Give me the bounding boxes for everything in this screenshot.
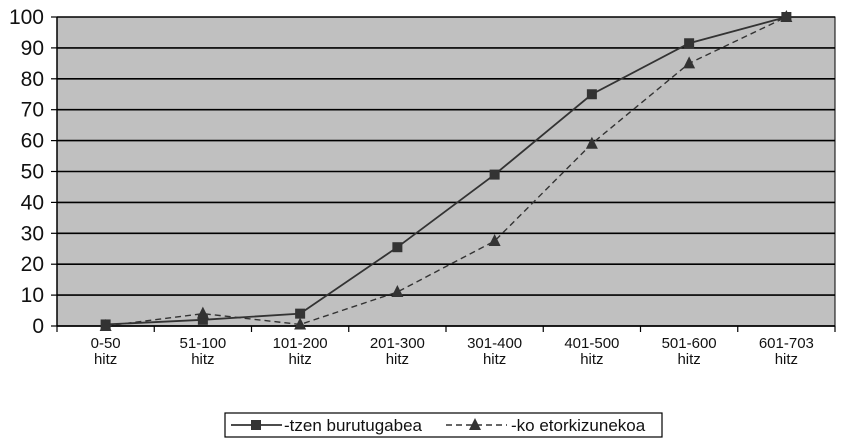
square-marker xyxy=(197,314,208,325)
legend-label: -ko etorkizunekoa xyxy=(511,416,646,435)
square-marker xyxy=(684,38,695,49)
square-marker xyxy=(251,420,261,430)
x-tick-label: hitz xyxy=(191,351,214,368)
triangle-marker xyxy=(780,10,793,22)
y-tick-label: 80 xyxy=(21,68,44,91)
square-marker xyxy=(392,242,403,253)
series-line xyxy=(105,16,787,327)
x-tick-label: hitz xyxy=(580,351,603,368)
y-tick-label: 30 xyxy=(21,222,44,245)
triangle-marker xyxy=(391,285,404,298)
y-tick-label: 70 xyxy=(21,99,44,122)
square-marker xyxy=(295,308,306,319)
x-axis-ticks: 0-50hitz51-100hitz101-200hitz201-300hitz… xyxy=(56,326,836,368)
x-tick-label: 501-600 xyxy=(662,335,717,352)
square-marker xyxy=(586,89,597,100)
y-tick-label: 60 xyxy=(21,130,44,153)
x-tick-label: hitz xyxy=(386,351,409,368)
legend-item-1: -tzen burutugabea xyxy=(231,416,423,435)
triangle-marker xyxy=(585,136,598,149)
legend-label: -tzen burutugabea xyxy=(284,416,423,435)
x-tick-label: 101-200 xyxy=(273,335,328,352)
x-tick-label: hitz xyxy=(775,351,798,368)
x-tick-label: 401-500 xyxy=(564,335,619,352)
triangle-marker xyxy=(294,317,307,330)
legend-item-2: -ko etorkizunekoa xyxy=(446,416,646,435)
legend-box xyxy=(224,412,663,438)
triangle-marker xyxy=(469,418,481,430)
series-2 xyxy=(99,10,793,331)
y-tick-label: 40 xyxy=(21,191,44,214)
y-tick-label: 0 xyxy=(32,315,44,338)
y-tick-label: 20 xyxy=(21,253,44,276)
x-tick-label: 301-400 xyxy=(467,335,522,352)
triangle-marker xyxy=(683,56,696,69)
triangle-marker xyxy=(99,319,112,331)
x-tick-label: 0-50 xyxy=(91,335,121,352)
x-tick-label: hitz xyxy=(483,351,506,368)
x-tick-label: hitz xyxy=(94,351,117,368)
y-tick-label: 10 xyxy=(21,284,44,307)
y-tick-label: 100 xyxy=(9,6,44,29)
x-tick-label: 601-703 xyxy=(759,335,814,352)
y-axis-ticks: 0 10 20 30 40 50 60 70 80 90 100 xyxy=(9,6,57,338)
x-tick-label: 51-100 xyxy=(180,335,227,352)
y-tick-label: 90 xyxy=(21,37,44,60)
series-group xyxy=(99,10,793,331)
x-tick-label: 201-300 xyxy=(370,335,425,352)
triangle-marker xyxy=(488,234,501,247)
y-tick-label: 50 xyxy=(21,161,44,184)
legend: -tzen burutugabea -ko etorkizunekoa xyxy=(224,412,663,438)
triangle-marker xyxy=(196,306,209,319)
x-tick-label: hitz xyxy=(288,351,311,368)
x-tick-label: hitz xyxy=(677,351,700,368)
series-line xyxy=(105,16,787,326)
square-marker xyxy=(489,169,500,180)
